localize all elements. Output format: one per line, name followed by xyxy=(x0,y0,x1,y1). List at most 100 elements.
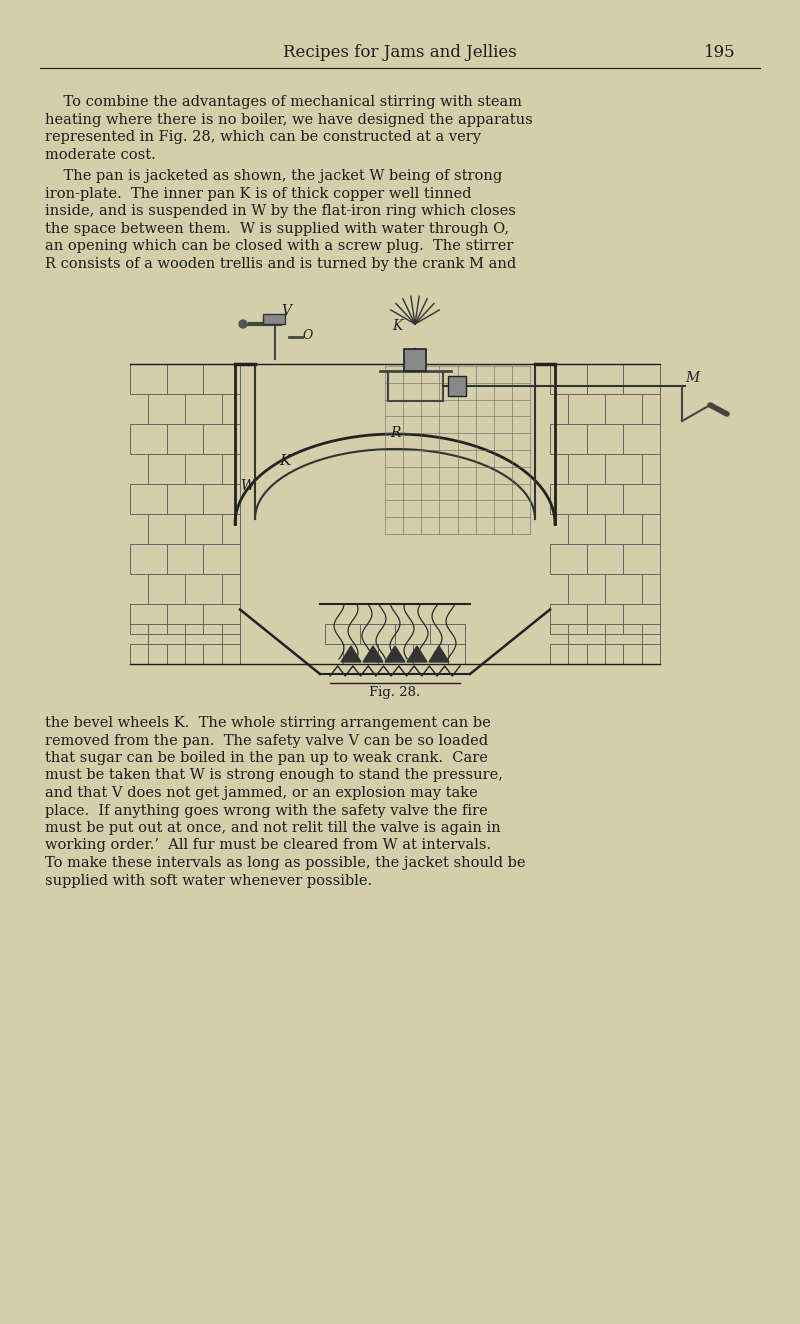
Bar xyxy=(130,364,166,395)
Bar xyxy=(623,364,660,395)
Bar xyxy=(325,624,360,643)
Text: removed from the pan.  The safety valve V can be so loaded: removed from the pan. The safety valve V… xyxy=(45,733,488,748)
Bar xyxy=(413,643,447,665)
Bar xyxy=(568,634,605,665)
Text: must be taken that W is strong enough to stand the pressure,: must be taken that W is strong enough to… xyxy=(45,768,503,782)
Bar xyxy=(430,624,465,643)
Bar xyxy=(203,604,240,624)
Text: To make these intervals as long as possible, the jacket should be: To make these intervals as long as possi… xyxy=(45,857,526,870)
Bar xyxy=(642,624,660,643)
Bar xyxy=(203,604,240,634)
Bar xyxy=(586,424,623,454)
Text: supplied with soft water whenever possible.: supplied with soft water whenever possib… xyxy=(45,874,372,887)
Text: 195: 195 xyxy=(704,44,736,61)
Bar xyxy=(642,514,660,544)
Bar xyxy=(148,454,185,485)
Bar xyxy=(623,544,660,575)
Bar xyxy=(222,624,240,643)
Bar xyxy=(605,634,642,665)
Text: To combine the advantages of mechanical stirring with steam: To combine the advantages of mechanical … xyxy=(45,95,522,109)
Text: moderate cost.: moderate cost. xyxy=(45,147,156,162)
Text: R: R xyxy=(390,426,400,440)
Bar xyxy=(568,395,605,424)
Bar xyxy=(203,364,240,395)
Bar xyxy=(605,624,642,643)
Text: Recipes for Jams and Jellies: Recipes for Jams and Jellies xyxy=(283,44,517,61)
Text: must be put out at once, and not relit till the valve is again in: must be put out at once, and not relit t… xyxy=(45,821,501,835)
Bar xyxy=(447,376,466,396)
Bar xyxy=(166,544,203,575)
Text: iron-plate.  The inner pan K is of thick copper well tinned: iron-plate. The inner pan K is of thick … xyxy=(45,187,471,200)
Bar xyxy=(203,485,240,514)
Text: K: K xyxy=(392,319,402,334)
Bar xyxy=(185,514,222,544)
Bar xyxy=(550,424,586,454)
Bar xyxy=(222,395,240,424)
Circle shape xyxy=(239,320,247,328)
Text: the bevel wheels K.  The whole stirring arrangement can be: the bevel wheels K. The whole stirring a… xyxy=(45,716,490,730)
Bar xyxy=(447,643,465,665)
Bar xyxy=(130,424,166,454)
Bar xyxy=(203,424,240,454)
Bar xyxy=(130,544,166,575)
Bar xyxy=(568,514,605,544)
Bar xyxy=(586,604,623,624)
Polygon shape xyxy=(407,646,427,662)
Polygon shape xyxy=(341,646,361,662)
Bar xyxy=(148,575,185,604)
Text: V: V xyxy=(281,305,291,318)
Text: inside, and is suspended in W by the flat-iron ring which closes: inside, and is suspended in W by the fla… xyxy=(45,204,516,218)
Bar xyxy=(185,624,222,643)
Polygon shape xyxy=(385,646,405,662)
Bar xyxy=(550,544,586,575)
Bar xyxy=(166,604,203,624)
Bar xyxy=(263,314,285,324)
Text: the space between them.  W is supplied with water through O,: the space between them. W is supplied wi… xyxy=(45,221,509,236)
Bar xyxy=(605,395,642,424)
Bar xyxy=(642,634,660,665)
Text: that sugar can be boiled in the pan up to weak crank.  Care: that sugar can be boiled in the pan up t… xyxy=(45,751,488,765)
Bar xyxy=(130,604,166,624)
Bar xyxy=(550,604,586,634)
Bar xyxy=(130,643,166,665)
Bar xyxy=(586,364,623,395)
Bar xyxy=(623,604,660,634)
Bar xyxy=(642,395,660,424)
Bar xyxy=(166,643,203,665)
Bar xyxy=(586,604,623,634)
Bar xyxy=(185,454,222,485)
Bar xyxy=(166,604,203,634)
Bar xyxy=(568,624,605,643)
Text: The pan is jacketed as shown, the jacket W being of strong: The pan is jacketed as shown, the jacket… xyxy=(45,169,502,183)
Text: O: O xyxy=(303,328,314,342)
Bar xyxy=(623,424,660,454)
Bar xyxy=(166,364,203,395)
Bar xyxy=(378,643,413,665)
Bar xyxy=(222,634,240,665)
Bar xyxy=(130,485,166,514)
Bar xyxy=(203,544,240,575)
Bar xyxy=(166,485,203,514)
Bar xyxy=(222,454,240,485)
Text: represented in Fig. 28, which can be constructed at a very: represented in Fig. 28, which can be con… xyxy=(45,130,481,144)
Bar xyxy=(586,485,623,514)
Bar xyxy=(550,643,586,665)
Polygon shape xyxy=(429,646,449,662)
Bar xyxy=(642,454,660,485)
Text: R consists of a wooden trellis and is turned by the crank M and: R consists of a wooden trellis and is tu… xyxy=(45,257,516,270)
Text: and that V does not get jammed, or an explosion may take: and that V does not get jammed, or an ex… xyxy=(45,786,478,800)
Bar xyxy=(623,485,660,514)
Bar xyxy=(605,514,642,544)
Bar xyxy=(586,643,623,665)
Bar xyxy=(130,604,166,634)
Bar xyxy=(148,634,185,665)
Bar xyxy=(642,575,660,604)
Text: heating where there is no boiler, we have designed the apparatus: heating where there is no boiler, we hav… xyxy=(45,113,533,127)
Bar xyxy=(166,424,203,454)
Text: W: W xyxy=(240,479,254,493)
Bar xyxy=(360,624,395,643)
Bar xyxy=(185,395,222,424)
Bar xyxy=(222,514,240,544)
Bar xyxy=(185,575,222,604)
Text: K: K xyxy=(279,454,290,467)
